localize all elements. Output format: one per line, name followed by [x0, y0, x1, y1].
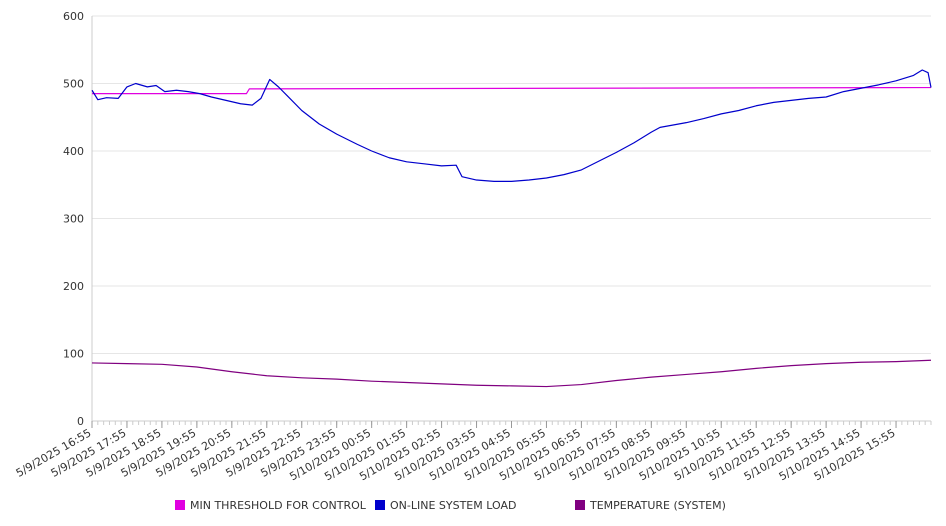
y-tick-label: 500: [63, 78, 84, 91]
axes: [91, 16, 932, 428]
legend-swatch: [575, 500, 585, 510]
series-line-2: [91, 359, 932, 388]
y-tick-label: 600: [63, 10, 84, 23]
y-tick-label: 0: [77, 415, 84, 428]
series-lines: [91, 69, 932, 388]
series-line-0: [92, 86, 932, 95]
legend-swatch: [375, 500, 385, 510]
y-tick-label: 200: [63, 280, 84, 293]
legend: MIN THRESHOLD FOR CONTROL ON-LINE SYSTEM …: [175, 499, 726, 512]
x-tick-labels: 5/9/2025 16:555/9/2025 17:555/9/2025 18:…: [14, 426, 898, 483]
series-line-1: [91, 69, 932, 182]
y-tick-labels: 0 100 200 300 400 500 600: [63, 10, 84, 428]
y-tick-label: 300: [63, 213, 84, 226]
legend-label: MIN THRESHOLD FOR CONTROL: [190, 499, 367, 512]
y-tick-label: 100: [63, 348, 84, 361]
legend-label: TEMPERATURE (SYSTEM): [589, 499, 726, 512]
legend-swatch: [175, 500, 185, 510]
y-tick-label: 400: [63, 145, 84, 158]
legend-label: ON-LINE SYSTEM LOAD: [390, 499, 516, 512]
gridlines: [92, 15, 931, 354]
